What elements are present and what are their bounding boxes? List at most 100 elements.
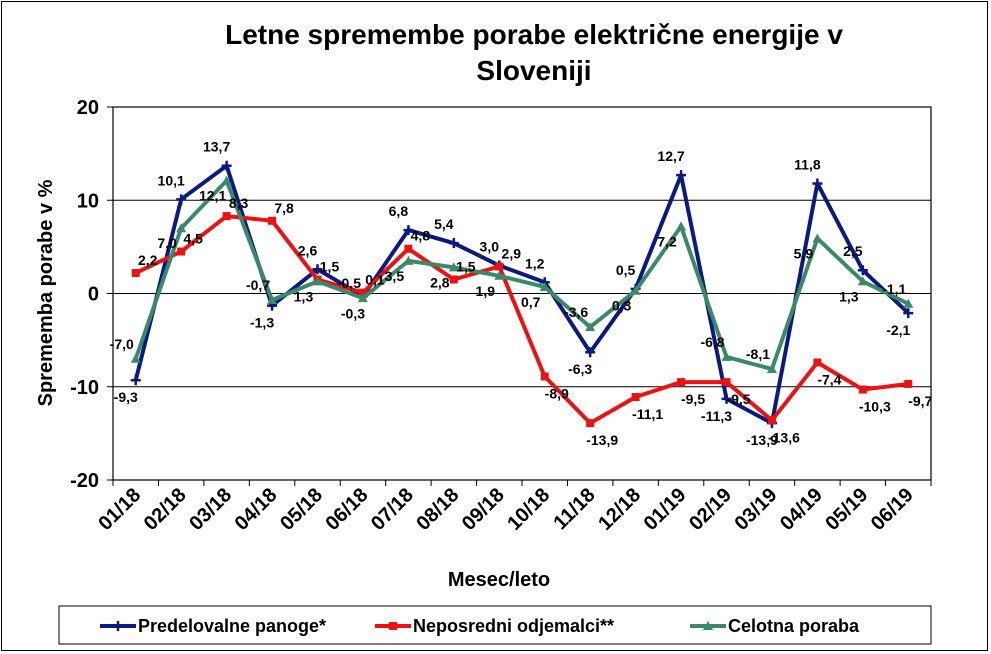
series-2-point — [177, 247, 186, 256]
data-label: 5,9 — [794, 245, 814, 261]
data-label: 2,2 — [138, 252, 158, 268]
data-label: -7,4 — [817, 372, 841, 388]
y-tick-label: -20 — [70, 470, 99, 492]
x-tick-label: 11/18 — [550, 484, 600, 534]
series-3-point — [221, 175, 232, 185]
x-tick-label: 02/18 — [140, 484, 191, 535]
series-3-point — [357, 293, 368, 303]
series-lines — [130, 160, 914, 429]
data-label: 4,5 — [183, 231, 203, 247]
data-label: 6,8 — [389, 203, 409, 219]
series-2-point — [904, 379, 913, 388]
series-1-point — [130, 375, 141, 386]
chart-title-line-2: Sloveniji — [476, 55, 591, 86]
x-tick-label: 02/19 — [685, 484, 736, 535]
series-1-point — [585, 347, 596, 358]
data-label: -0,7 — [246, 277, 270, 293]
legend-marker-3 — [703, 621, 713, 630]
series-3-point — [539, 281, 550, 291]
data-label: 0,1 — [365, 272, 385, 288]
x-axis-ticks: 01/1802/1803/1804/1805/1806/1807/1808/18… — [94, 480, 932, 535]
series-3-point — [130, 353, 141, 363]
series-line-3 — [133, 178, 910, 372]
x-tick-label: 06/18 — [322, 484, 373, 535]
x-tick-label: 10/18 — [503, 484, 554, 535]
series-1-point — [221, 160, 232, 171]
data-label: -11,3 — [701, 408, 732, 424]
series-3-point — [903, 298, 914, 308]
series-2-point — [495, 262, 504, 271]
data-label: -1,3 — [250, 315, 274, 331]
series-1-point — [721, 393, 732, 404]
data-label: 2,8 — [430, 274, 450, 290]
y-axis-ticks: -20 -10 0 10 20 — [70, 97, 113, 492]
data-label: -8,9 — [545, 385, 569, 401]
chart-title-line-1: Letne spremembe porabe električne energi… — [225, 19, 843, 50]
x-tick-label: 04/19 — [776, 484, 827, 535]
data-label: 3,0 — [480, 239, 500, 255]
data-label: -7,0 — [110, 336, 134, 352]
series-1-point — [176, 194, 187, 205]
data-label: 7,0 — [157, 235, 177, 251]
y-tick-label: 10 — [77, 190, 99, 212]
data-label: -10,3 — [859, 399, 891, 415]
series-1-point — [448, 238, 459, 249]
data-label: 0,7 — [521, 294, 541, 310]
x-axis-label: Mesec/leto — [448, 569, 550, 591]
data-label: 1,9 — [476, 283, 496, 299]
legend-box — [58, 605, 932, 645]
legend-label-1: Predelovalne panoge* — [138, 616, 326, 636]
series-1-point — [903, 308, 914, 319]
legend-marker-2 — [389, 622, 397, 630]
series-2-point — [449, 275, 458, 284]
data-label: 12,1 — [199, 188, 226, 204]
series-2-point — [540, 372, 549, 381]
series-3-point — [585, 322, 596, 332]
data-label: -3,6 — [564, 304, 588, 320]
data-label: 4,8 — [411, 228, 431, 244]
data-label: 7,2 — [657, 233, 677, 249]
series-2-point — [586, 419, 595, 428]
series-2-point — [404, 244, 413, 253]
x-tick-label: 06/19 — [867, 484, 918, 535]
data-label: -9,3 — [114, 389, 138, 405]
series-2-point — [631, 393, 640, 402]
data-label: -6,3 — [568, 361, 592, 377]
data-label: -6,8 — [700, 334, 724, 350]
y-tick-label: 20 — [77, 97, 99, 119]
data-label: 2,5 — [843, 243, 863, 259]
series-3-point — [403, 255, 414, 265]
y-axis-label: Sprememba porabe v % — [35, 179, 57, 406]
data-label: -11,1 — [632, 406, 663, 422]
series-1-point — [857, 265, 868, 276]
data-label: -13,9 — [746, 432, 778, 448]
data-label: 0,3 — [612, 298, 632, 314]
series-3-point — [176, 223, 187, 233]
data-label: -9,5 — [726, 391, 750, 407]
x-tick-label: 08/18 — [412, 484, 463, 535]
x-tick-label: 09/18 — [458, 484, 509, 535]
series-3-point — [676, 221, 687, 231]
data-label: -0,3 — [341, 305, 365, 321]
series-3-point — [812, 233, 823, 243]
data-label: -1,1 — [882, 281, 906, 297]
series-2-point — [358, 288, 367, 297]
series-1-point — [312, 264, 323, 275]
series-2-point — [813, 358, 822, 367]
data-label: 5,4 — [434, 216, 454, 232]
series-3-point — [267, 295, 278, 305]
series-3-point — [721, 351, 732, 361]
data-label: 3,5 — [385, 268, 405, 284]
data-label: 13,7 — [203, 139, 230, 155]
legend: Predelovalne panoge* Neposredni odjemalci… — [100, 616, 860, 636]
legend-label-3: Celotna poraba — [728, 616, 860, 636]
series-2-point — [268, 216, 277, 225]
series-line-2 — [134, 214, 909, 426]
series-3-point — [766, 364, 777, 374]
data-label: -13,6 — [768, 429, 800, 445]
data-label: 1,5 — [320, 259, 340, 275]
data-label: 11,8 — [794, 156, 821, 172]
series-2-point — [222, 212, 231, 221]
x-tick-label: 01/19 — [640, 484, 691, 535]
